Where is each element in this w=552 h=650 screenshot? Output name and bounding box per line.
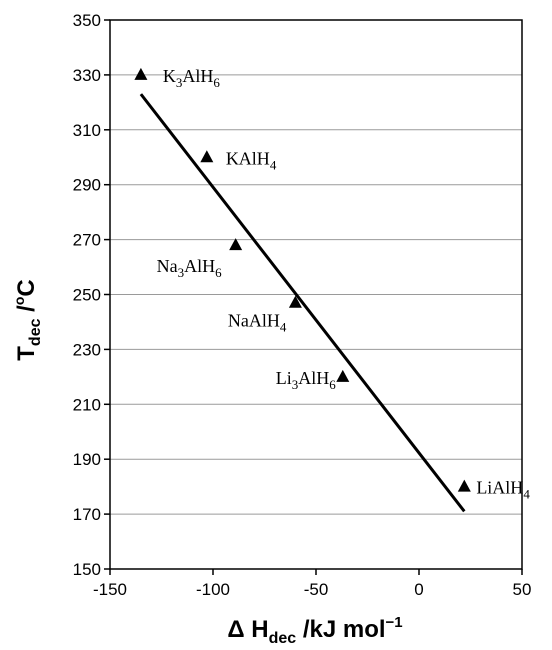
y-tick-label: 230 <box>73 340 101 359</box>
data-marker <box>200 150 214 163</box>
y-tick-label: 250 <box>73 286 101 305</box>
x-tick-label: -150 <box>93 580 127 599</box>
point-label: Li3AlH6 <box>276 368 337 392</box>
x-tick-label: 50 <box>513 580 532 599</box>
data-marker <box>336 369 350 382</box>
point-label: NaAlH4 <box>228 311 287 335</box>
x-tick-label: -100 <box>196 580 230 599</box>
gridlines <box>110 74 522 515</box>
point-label: KAlH4 <box>226 148 277 172</box>
y-tick-label: 350 <box>73 11 101 30</box>
point-label: K3AlH6 <box>163 66 221 90</box>
data-marker <box>457 479 471 492</box>
y-tick-label: 330 <box>73 66 101 85</box>
y-tick-label: 210 <box>73 395 101 414</box>
data-marker <box>229 238 243 251</box>
fit-line <box>139 93 466 513</box>
y-tick-label: 150 <box>73 560 101 579</box>
x-tick-labels: -150 -100 -50 0 50 <box>93 580 531 599</box>
y-tick-label: 170 <box>73 505 101 524</box>
axis-ticks <box>104 19 523 575</box>
data-marker <box>134 67 148 80</box>
y-tick-labels: 150 170 190 210 230 250 270 290 310 330 350 <box>73 11 101 579</box>
y-axis-title: Tdec /oC <box>11 279 44 361</box>
y-tick-label: 190 <box>73 450 101 469</box>
data-marker <box>288 295 302 308</box>
point-labels: K3AlH6 KAlH4 Na3AlH6 NaAlH4 Li3AlH6 LiAlH4 <box>157 66 531 502</box>
x-axis-title: Δ Hdec /kJ mol−1 <box>227 614 402 647</box>
point-label: LiAlH4 <box>476 478 530 502</box>
x-tick-label: -50 <box>304 580 329 599</box>
y-tick-label: 270 <box>73 231 101 250</box>
data-markers <box>134 67 471 492</box>
y-tick-label: 290 <box>73 176 101 195</box>
x-tick-label: 0 <box>414 580 423 599</box>
point-label: Na3AlH6 <box>157 256 223 280</box>
y-tick-label: 310 <box>73 121 101 140</box>
